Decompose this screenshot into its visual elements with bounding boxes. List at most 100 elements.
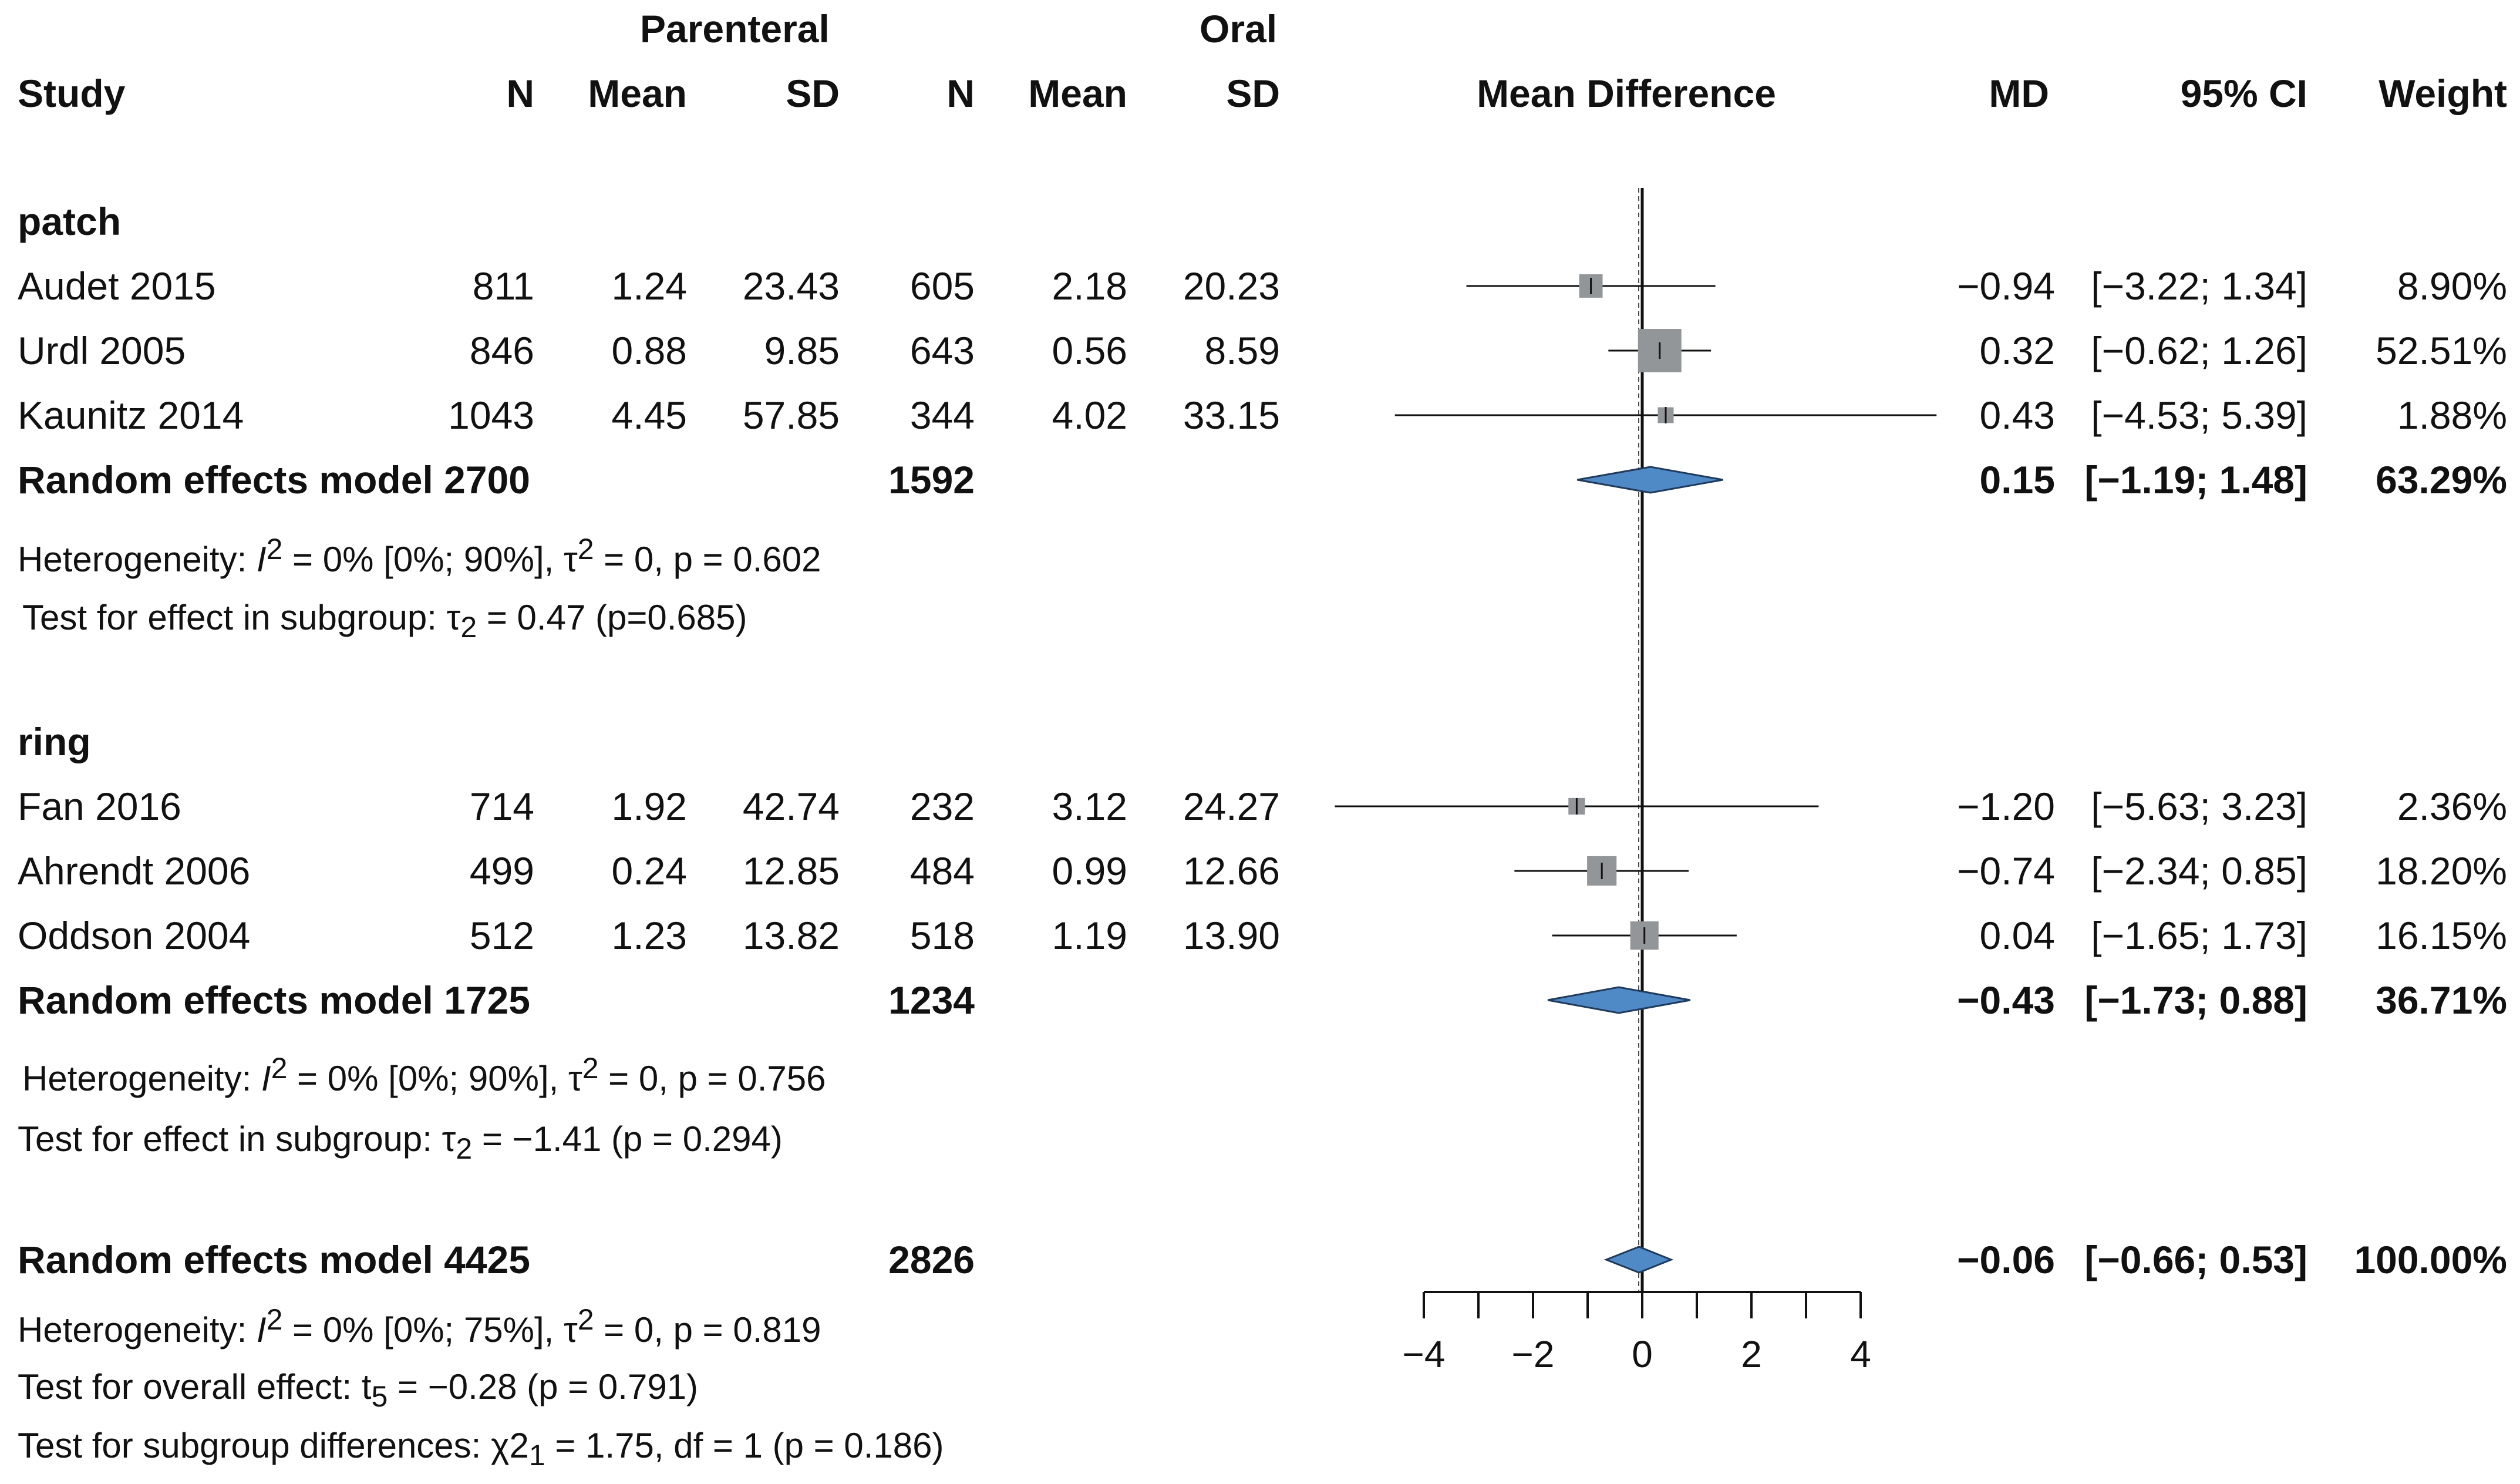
test-post: = 0.47 (p=0.685) xyxy=(477,598,747,637)
overall-label: Random effects model 4425 xyxy=(18,1240,530,1279)
md-value: 0.43 xyxy=(1979,393,2055,437)
het-i: I xyxy=(261,1059,271,1098)
heterogeneity-text: Heterogeneity: I2 = 0% [0%; 90%], τ2 = 0… xyxy=(22,1054,826,1096)
sd1-value: 13.82 xyxy=(742,914,840,957)
n2-value: 484 xyxy=(909,849,975,893)
weight-value: 18.20% xyxy=(2376,849,2507,893)
n1-value: 1043 xyxy=(448,393,534,437)
header-study: Study xyxy=(18,72,126,115)
header-mean2: Mean xyxy=(1028,72,1127,115)
subgroup-differences-test-text: Test for subgroup differences: χ21 = 1.7… xyxy=(18,1428,944,1470)
pooled-label-text: Random effects model xyxy=(18,458,433,502)
sd1-value: 42.74 xyxy=(742,785,840,828)
ci-value: [−4.53; 5.39] xyxy=(2091,393,2307,437)
test-sub: 2 xyxy=(456,1132,473,1165)
overall-n1: 4425 xyxy=(444,1238,530,1281)
heterogeneity-text: Heterogeneity: I2 = 0% [0%; 90%], τ2 = 0… xyxy=(18,534,821,577)
x-tick-label: 4 xyxy=(1850,1333,1871,1375)
header-n1: N xyxy=(506,72,534,115)
mean2-value: 3.12 xyxy=(1052,785,1127,828)
n1-value: 714 xyxy=(469,785,534,828)
overall-heterogeneity-text: Heterogeneity: I2 = 0% [0%; 75%], τ2 = 0… xyxy=(18,1305,821,1348)
ci-value: [−3.22; 1.34] xyxy=(2091,264,2307,308)
het-pre: Heterogeneity: xyxy=(22,1059,261,1098)
test-sub: 2 xyxy=(460,611,477,644)
het-post: = 0, p = 0.819 xyxy=(594,1310,821,1350)
n1-value: 512 xyxy=(469,914,534,957)
test-sub: 1 xyxy=(528,1439,545,1472)
n2-value: 344 xyxy=(909,393,975,437)
study-name: Urdl 2005 xyxy=(18,329,186,372)
effect-square xyxy=(1630,921,1659,950)
n2-value: 518 xyxy=(909,914,975,957)
weight-value: 1.88% xyxy=(2397,393,2507,437)
het-pre: Heterogeneity: xyxy=(18,540,257,579)
n2-value: 232 xyxy=(909,785,975,828)
het-pre: Heterogeneity: xyxy=(18,1310,257,1350)
mean2-value: 0.99 xyxy=(1052,849,1127,893)
overall-ci: [−0.66; 0.53] xyxy=(2084,1238,2307,1281)
x-tick-label: 0 xyxy=(1632,1333,1653,1375)
sd1-value: 23.43 xyxy=(742,264,840,308)
weight-value: 2.36% xyxy=(2397,785,2507,828)
overall-md: −0.06 xyxy=(1957,1238,2055,1281)
test-post: = −0.28 (p = 0.791) xyxy=(388,1367,699,1406)
n1-value: 846 xyxy=(469,329,534,372)
overall-diamond xyxy=(1603,1246,1674,1274)
header-md: MD xyxy=(1989,72,2049,115)
pooled-label: Random effects model 2700 xyxy=(18,460,530,499)
het-sup2: 2 xyxy=(582,1052,599,1085)
mean2-value: 4.02 xyxy=(1052,393,1127,437)
sd2-value: 13.90 xyxy=(1182,914,1280,957)
pooled-label: Random effects model 1725 xyxy=(18,981,530,1019)
mean1-value: 0.88 xyxy=(611,329,687,372)
test-sub: 5 xyxy=(371,1380,388,1413)
effect-square xyxy=(1587,856,1617,886)
x-tick-label: −4 xyxy=(1403,1333,1446,1375)
study-name: Audet 2015 xyxy=(18,264,216,308)
mean1-value: 1.23 xyxy=(611,914,687,957)
pooled-weight: 63.29% xyxy=(2376,458,2507,502)
test-pre: Test for effect in subgroup: τ xyxy=(18,1119,456,1159)
het-mid: = 0% [0%; 90%], τ xyxy=(282,540,578,579)
md-value: −0.94 xyxy=(1957,264,2055,308)
het-i: I xyxy=(256,540,267,579)
effect-square xyxy=(1579,274,1603,298)
sd1-value: 9.85 xyxy=(764,329,840,372)
test-pre: Test for effect in subgroup: τ xyxy=(22,598,461,637)
sd2-value: 24.27 xyxy=(1182,785,1280,828)
study-name: Ahrendt 2006 xyxy=(18,849,251,893)
sd2-value: 20.23 xyxy=(1182,264,1280,308)
pooled-n2: 1592 xyxy=(888,458,975,502)
pooled-md: −0.43 xyxy=(1957,978,2055,1022)
header-sd2: SD xyxy=(1226,72,1280,115)
n1-value: 811 xyxy=(472,264,534,308)
het-post: = 0, p = 0.756 xyxy=(598,1059,826,1098)
n1-value: 499 xyxy=(469,849,534,893)
subgroup-test-text: Test for effect in subgroup: τ2 = −1.41 … xyxy=(18,1119,783,1165)
het-i: I xyxy=(256,1310,267,1350)
weight-value: 16.15% xyxy=(2376,914,2507,957)
het-sup: 2 xyxy=(271,1052,288,1085)
header-plot-label: Mean Difference xyxy=(1477,72,1776,115)
md-value: 0.32 xyxy=(1979,329,2055,372)
het-mid: = 0% [0%; 90%], τ xyxy=(287,1059,582,1098)
mean1-value: 1.92 xyxy=(611,785,687,828)
ci-value: [−0.62; 1.26] xyxy=(2091,329,2307,372)
test-post: = −1.41 (p = 0.294) xyxy=(472,1119,783,1159)
study-name: Oddson 2004 xyxy=(18,914,251,957)
mean1-value: 4.45 xyxy=(611,393,687,437)
test-pre: Test for overall effect: t xyxy=(18,1367,372,1406)
header-mean1: Mean xyxy=(588,72,687,115)
pooled-weight: 36.71% xyxy=(2376,978,2507,1022)
mean2-value: 0.56 xyxy=(1052,329,1127,372)
effect-square xyxy=(1568,797,1585,815)
ci-value: [−5.63; 3.23] xyxy=(2091,785,2307,828)
sd1-value: 57.85 xyxy=(742,393,840,437)
subgroup-label-patch: patch xyxy=(18,200,122,243)
pooled-n1: 1725 xyxy=(444,978,530,1022)
pooled-n2: 1234 xyxy=(888,978,975,1022)
x-tick-label: 2 xyxy=(1741,1333,1762,1375)
test-pre: Test for subgroup differences: χ2 xyxy=(18,1426,529,1465)
ci-value: [−1.65; 1.73] xyxy=(2091,914,2307,957)
